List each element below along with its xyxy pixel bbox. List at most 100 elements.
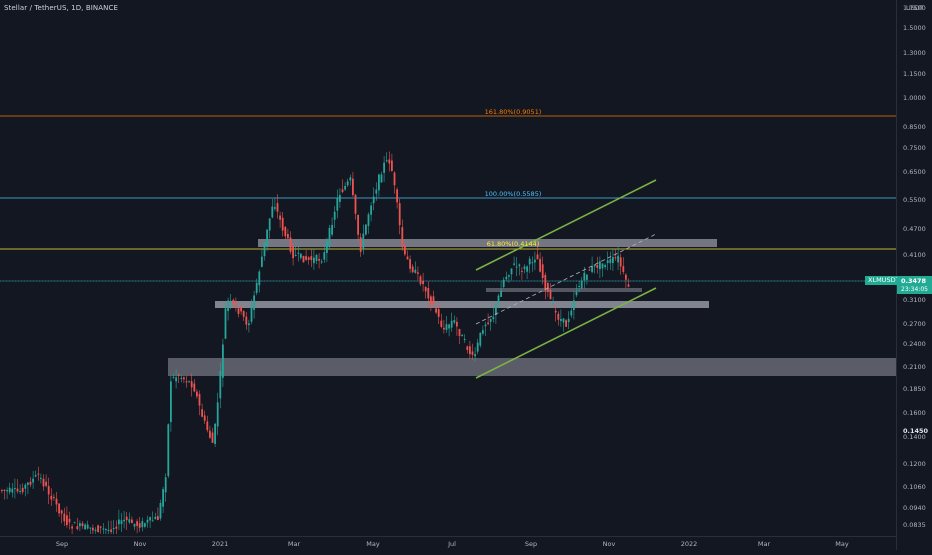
symbol-title[interactable]: Stellar / TetherUS, 1D, BINANCE [4,4,118,12]
candle-body [21,487,24,493]
candle-body [370,205,372,215]
candle-body [518,264,521,267]
candle-body [505,276,508,280]
candle-body [336,197,339,211]
candle-body [193,383,196,392]
candle-body [42,478,45,487]
channel-lower-line[interactable] [475,287,657,379]
bar-countdown: 23:34:05 [901,286,928,293]
candle-body [16,488,19,492]
candle-body [599,261,601,270]
candle-body [417,272,419,274]
price-tick: 1.1500 [903,70,926,78]
candle-body [393,172,396,186]
candle-body [440,320,443,327]
candle-body [53,497,55,499]
candle-body [339,194,341,202]
candle-body [58,503,60,514]
candle-body [284,226,287,237]
price-tick: 0.1060 [903,483,926,491]
candle-body [125,516,128,521]
candle-body [196,391,198,397]
candle-body [422,280,424,285]
mini-zone[interactable] [486,288,642,292]
resistance-zone[interactable] [258,239,717,247]
candle-body [341,189,344,193]
candle-body [378,174,380,191]
candle-body [281,217,284,231]
candle-body [352,178,354,196]
candle-body [11,488,14,493]
candle-body [580,280,583,289]
candle-body [502,279,505,288]
candle-body [232,299,235,304]
candle-body [372,196,375,204]
candle-body [515,266,518,268]
candle-body [323,252,326,260]
candle-body [261,256,263,267]
candle-body [448,324,450,329]
candle-body [149,517,151,521]
candle-body [183,377,185,380]
candle-body [279,215,281,220]
candle-body [216,402,219,427]
candle-body [365,224,367,235]
candle-body [617,255,619,263]
time-tick: May [835,540,849,548]
price-tick: 0.1200 [903,460,926,468]
candle-body [471,351,474,355]
candle-body [40,477,42,479]
candle-body [578,285,580,287]
candle-body [29,481,32,485]
candle-body [289,237,292,252]
candle-body [398,203,401,226]
time-axis[interactable]: Sep Nov 2021 Mar May Jul Sep Nov 2022 Mar May [0,536,896,551]
candle-body [45,481,47,486]
time-tick: Nov [133,540,147,548]
candle-body [97,525,99,533]
candle-body [586,274,588,280]
candle-body [68,518,71,523]
candle-body [432,296,435,305]
channel-midline[interactable] [475,233,657,325]
candle-body [8,487,11,493]
candle-body [110,529,112,532]
candle-body [357,215,359,235]
candle-body [227,300,229,312]
support-zone[interactable] [215,301,709,308]
candle-body [141,521,144,528]
time-tick: Mar [757,540,771,548]
candle-body [307,257,310,260]
price-axis[interactable]: 1.7500 1.5000 1.3000 1.1500 1.0000 0.8500 0.75… [896,0,932,550]
time-tick: Mar [287,540,301,548]
price-tick: 0.1600 [903,409,926,417]
candle-body [326,240,328,253]
candle-body [224,308,227,339]
price-tick: 0.4700 [903,225,926,233]
candle-body [627,284,630,287]
candle-body [86,524,89,529]
candle-body [214,423,216,444]
candle-body [427,288,430,299]
candle-body [1,490,3,492]
price-tick: 0.2100 [903,363,926,371]
demand-zone[interactable] [168,358,896,376]
candle-body [222,344,224,378]
candle-body [19,490,21,492]
candle-body [190,381,193,388]
candle-body [409,259,411,269]
candle-body [34,475,37,477]
channel-upper-line[interactable] [475,179,657,271]
candle-body [344,186,346,190]
candle-body [237,308,240,314]
fib-label-100: 100.00%(0.5585) [484,190,542,198]
price-tick: 0.1850 [903,385,926,393]
candle-body [414,269,417,273]
candle-body [253,295,255,310]
time-tick: Jul [448,540,456,548]
price-tick: 0.1400 [903,433,926,441]
candle-body [240,306,242,312]
current-price-badge: 0.3478 23:34:05 [897,276,932,294]
